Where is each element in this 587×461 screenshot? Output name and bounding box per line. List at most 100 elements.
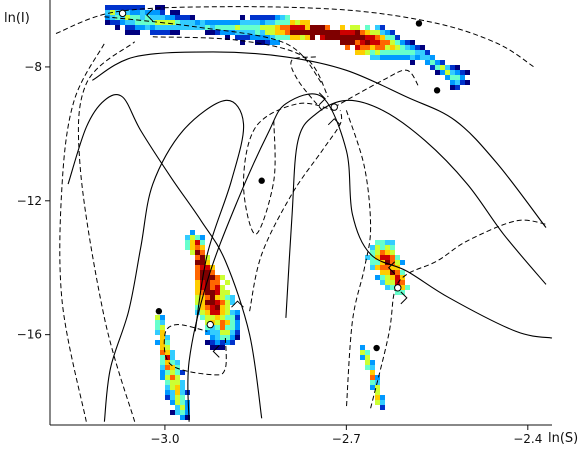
density-cell xyxy=(235,310,240,315)
density-cell xyxy=(230,30,235,35)
density-cell xyxy=(445,75,450,80)
density-cell xyxy=(435,65,440,70)
density-cell xyxy=(320,35,325,40)
equilibrium-markers xyxy=(118,8,441,358)
density-cell xyxy=(280,15,285,20)
density-cell xyxy=(460,75,465,80)
density-cell xyxy=(130,5,135,10)
density-cell xyxy=(170,20,175,25)
density-cell xyxy=(395,55,400,60)
density-cell xyxy=(380,280,385,285)
density-cell xyxy=(115,10,120,15)
density-cell xyxy=(405,55,410,60)
density-cell xyxy=(195,260,200,265)
density-cell xyxy=(200,250,205,255)
density-cell xyxy=(400,270,405,275)
density-cell xyxy=(290,35,295,40)
dashed-curve xyxy=(334,69,420,108)
density-cell xyxy=(190,25,195,30)
density-cell xyxy=(230,315,235,320)
density-cell xyxy=(465,80,470,85)
density-cell xyxy=(365,30,370,35)
density-cell xyxy=(390,45,395,50)
density-cell xyxy=(200,255,205,260)
density-cell xyxy=(460,70,465,75)
density-cell xyxy=(410,60,415,65)
density-cell xyxy=(215,315,220,320)
density-cell xyxy=(375,240,380,245)
density-cell xyxy=(180,415,185,420)
density-cell xyxy=(290,25,295,30)
density-cell xyxy=(405,285,410,290)
density-cell xyxy=(120,15,125,20)
density-cell xyxy=(390,260,395,265)
density-cell xyxy=(205,295,210,300)
density-cell xyxy=(395,40,400,45)
density-cell xyxy=(225,305,230,310)
density-cell xyxy=(255,40,260,45)
density-cell xyxy=(230,320,235,325)
density-cell xyxy=(225,315,230,320)
density-cell xyxy=(135,10,140,15)
density-cell xyxy=(180,15,185,20)
density-cell xyxy=(250,30,255,35)
density-cell xyxy=(105,20,110,25)
density-cell xyxy=(415,45,420,50)
dashed-curve xyxy=(290,56,323,111)
dashed-curve xyxy=(370,219,547,409)
density-cell xyxy=(380,240,385,245)
density-cell xyxy=(230,295,235,300)
density-cell xyxy=(375,395,380,400)
density-cell xyxy=(145,15,150,20)
density-cell xyxy=(375,400,380,405)
density-cell xyxy=(370,360,375,365)
density-cell xyxy=(295,35,300,40)
density-cell xyxy=(165,360,170,365)
density-cell xyxy=(185,240,190,245)
density-cell xyxy=(260,20,265,25)
density-cell xyxy=(190,240,195,245)
density-cell xyxy=(265,40,270,45)
density-cell xyxy=(250,20,255,25)
density-cell xyxy=(200,270,205,275)
density-cell xyxy=(185,20,190,25)
density-cell xyxy=(230,325,235,330)
density-cell xyxy=(270,30,275,35)
density-cell xyxy=(420,55,425,60)
density-cell xyxy=(220,345,225,350)
density-cell xyxy=(115,20,120,25)
density-cell xyxy=(360,50,365,55)
saddle-point xyxy=(118,9,127,18)
saddle-point xyxy=(206,320,214,329)
density-cell xyxy=(180,405,185,410)
density-cell xyxy=(380,255,385,260)
density-cell xyxy=(375,250,380,255)
density-cell xyxy=(200,310,205,315)
density-cell xyxy=(385,265,390,270)
density-cell xyxy=(150,25,155,30)
density-cell xyxy=(225,335,230,340)
density-cell xyxy=(390,265,395,270)
density-cell xyxy=(240,35,245,40)
density-cell xyxy=(365,50,370,55)
density-cell xyxy=(230,310,235,315)
density-cell xyxy=(340,35,345,40)
density-cell xyxy=(280,20,285,25)
density-cell xyxy=(190,20,195,25)
density-cell xyxy=(200,245,205,250)
density-cell xyxy=(150,15,155,20)
density-cell xyxy=(180,380,185,385)
density-cell xyxy=(160,320,165,325)
density-cell xyxy=(335,30,340,35)
density-cell xyxy=(365,255,370,260)
density-cell xyxy=(205,280,210,285)
y-tick-label: −12 xyxy=(17,194,42,208)
density-cell xyxy=(145,25,150,30)
dashed-curve xyxy=(152,36,329,98)
density-cell xyxy=(195,295,200,300)
density-cell xyxy=(440,70,445,75)
density-cell xyxy=(365,355,370,360)
density-cell xyxy=(210,310,215,315)
density-cell xyxy=(265,20,270,25)
